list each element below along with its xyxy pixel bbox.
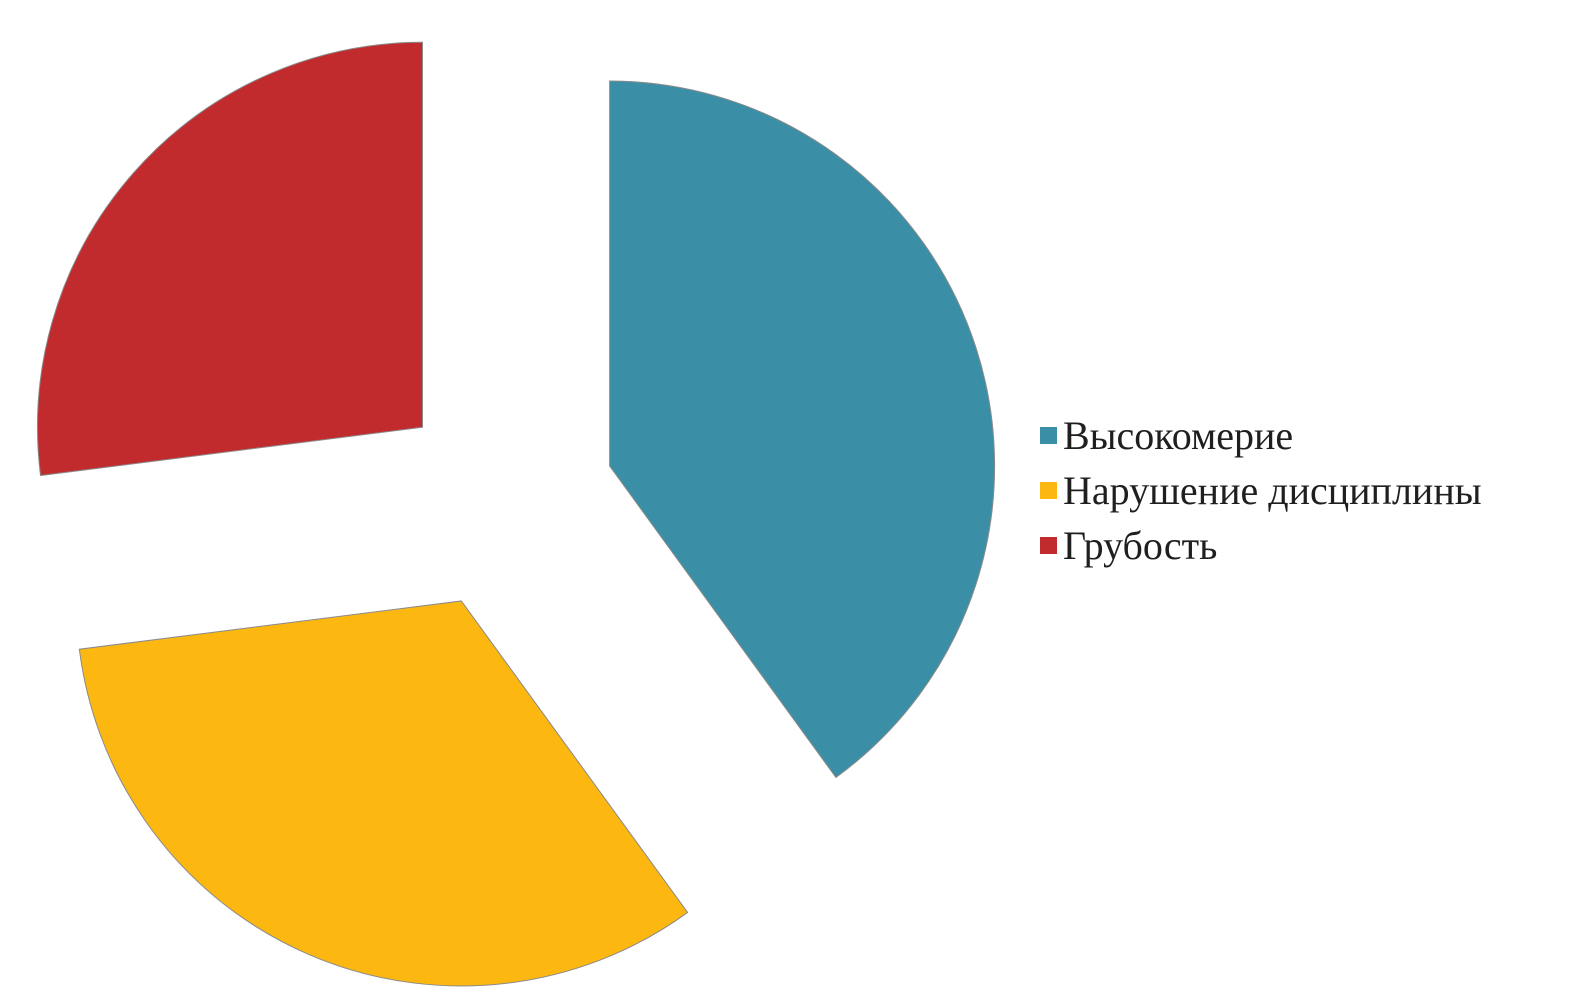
legend-label-2: Грубость	[1063, 523, 1218, 568]
legend: Высокомерие Нарушение дисциплины Грубост…	[1040, 408, 1482, 573]
legend-swatch-1	[1040, 482, 1057, 499]
legend-label-0: Высокомерие	[1063, 413, 1294, 458]
pie-slice-1	[78, 600, 689, 987]
pie-slice-0	[609, 80, 996, 779]
legend-item-2: Грубость	[1040, 518, 1482, 573]
legend-item-1: Нарушение дисциплины	[1040, 463, 1482, 518]
legend-swatch-2	[1040, 537, 1057, 554]
legend-swatch-0	[1040, 427, 1057, 444]
legend-label-1: Нарушение дисциплины	[1063, 468, 1482, 513]
legend-item-0: Высокомерие	[1040, 408, 1482, 463]
pie-slice-2	[36, 41, 423, 477]
